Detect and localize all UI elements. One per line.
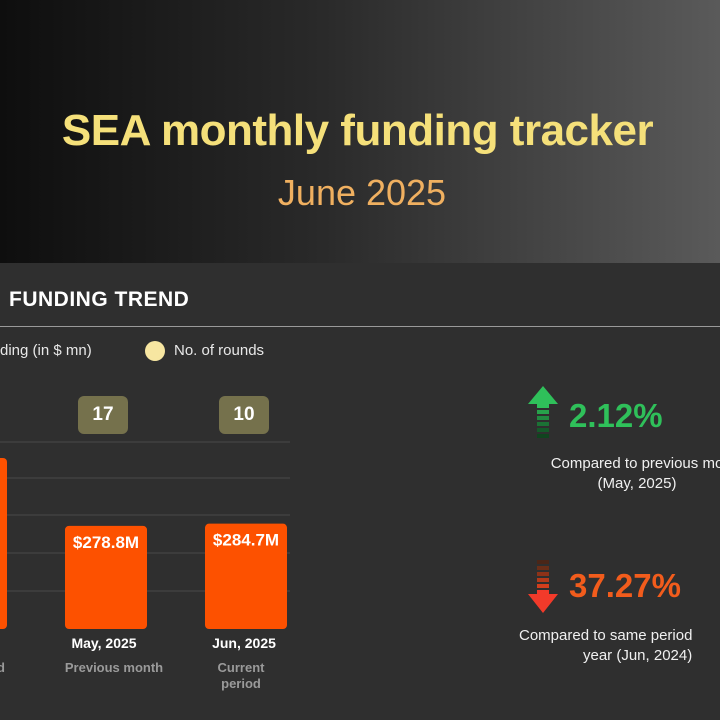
mom-change-value: 2.12% <box>569 397 663 434</box>
bar-value-label: $284.7M <box>213 531 279 550</box>
rounds-badge-jun: 10 <box>219 396 269 434</box>
arrow-down-icon <box>528 560 558 613</box>
bar-may-2025 <box>65 525 147 629</box>
yoy-note-line2: year (Jun, 2024) <box>583 647 693 664</box>
rounds-badge-may: 17 <box>78 396 128 434</box>
bar-jun-2025 <box>205 523 287 629</box>
mom-note-line1: Compared to previous mo <box>550 455 720 472</box>
x-label-may: May, 2025 <box>71 635 137 651</box>
mom-change-note: Compared to previous mo (May, 2025) <box>522 454 720 494</box>
header-banner: SEA monthly funding tracker June 2025 <box>0 0 720 263</box>
funding-bar-chart: $278.8M $284.7M <box>0 441 290 629</box>
section-title: FUNDING TREND <box>9 288 190 311</box>
mom-note-line2: (May, 2025) <box>597 475 677 492</box>
legend-funding-label: ding (in $ mn) <box>0 342 92 359</box>
yoy-change-note: Compared to same period year (Jun, 2024) <box>519 626 720 666</box>
yoy-change-value: 37.27% <box>569 567 681 604</box>
bar-previous-period <box>0 458 7 629</box>
legend-rounds-dot <box>145 341 165 361</box>
x-note-may: Previous month <box>64 660 164 675</box>
funding-trend-panel <box>0 263 720 720</box>
legend-rounds-label: No. of rounds <box>174 342 265 359</box>
x-note-jun: Current period <box>217 660 265 691</box>
arrow-up-icon <box>528 386 558 438</box>
page-title: SEA monthly funding tracker <box>61 106 654 155</box>
section-divider <box>0 326 720 327</box>
x-label-jun: Jun, 2025 <box>212 635 276 651</box>
page-subtitle: June 2025 <box>277 172 447 213</box>
yoy-note-line1: Compared to same period <box>519 627 693 644</box>
x-note-prev-period: d <box>0 660 5 675</box>
bar-value-label: $278.8M <box>73 533 139 552</box>
